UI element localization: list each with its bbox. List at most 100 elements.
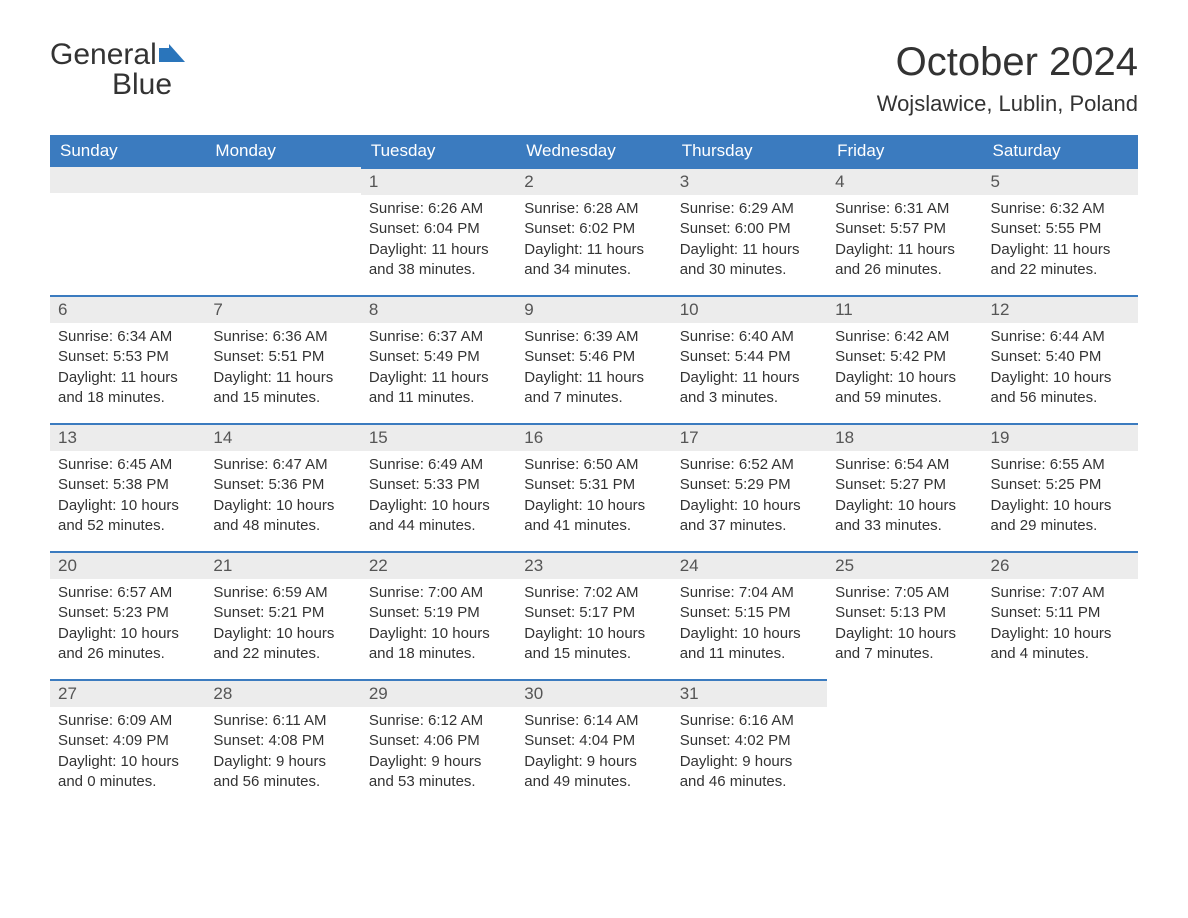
- sunrise-line: Sunrise: 6:36 AM: [213, 327, 352, 347]
- sunrise-line: Sunrise: 6:31 AM: [835, 199, 974, 219]
- sunrise-line: Sunrise: 6:44 AM: [991, 327, 1130, 347]
- calendar-day: 8Sunrise: 6:37 AMSunset: 5:49 PMDaylight…: [361, 295, 516, 423]
- day-details: Sunrise: 6:59 AMSunset: 5:21 PMDaylight:…: [205, 579, 360, 672]
- calendar-empty: [50, 167, 205, 295]
- day-number: 12: [983, 295, 1138, 323]
- day-number: 20: [50, 551, 205, 579]
- sunrise-line: Sunrise: 6:54 AM: [835, 455, 974, 475]
- day-number: 31: [672, 679, 827, 707]
- calendar-day: 14 Sunrise: 6:47 AMSunset: 5:36 PMDayligh…: [205, 423, 360, 551]
- day-number: 15: [361, 423, 516, 451]
- day-number: 24: [672, 551, 827, 579]
- calendar-day: 5Sunrise: 6:32 AMSunset: 5:55 PMDaylight…: [983, 167, 1138, 295]
- sunset-line: Sunset: 5:42 PM: [835, 347, 974, 367]
- logo-word-1: General: [50, 38, 157, 71]
- calendar-day: 21Sunrise: 6:59 AMSunset: 5:21 PMDayligh…: [205, 551, 360, 679]
- logo-word-2: Blue: [50, 68, 172, 101]
- day-number: 30: [516, 679, 671, 707]
- day-details: Sunrise: 7:02 AMSunset: 5:17 PMDaylight:…: [516, 579, 671, 672]
- daylight-line: Daylight: 11 hours and 11 minutes.: [369, 368, 508, 409]
- day-number: 4: [827, 167, 982, 195]
- calendar-day: 25Sunrise: 7:05 AMSunset: 5:13 PMDayligh…: [827, 551, 982, 679]
- sunrise-line: Sunrise: 7:00 AM: [369, 583, 508, 603]
- daylight-line: Daylight: 10 hours and 7 minutes.: [835, 624, 974, 665]
- day-details: Sunrise: 6:28 AMSunset: 6:02 PMDaylight:…: [516, 195, 671, 288]
- calendar-day: 2Sunrise: 6:28 AMSunset: 6:02 PMDaylight…: [516, 167, 671, 295]
- day-number: 16: [516, 423, 671, 451]
- sunset-line: Sunset: 5:11 PM: [991, 603, 1130, 623]
- sunset-line: Sunset: 5:29 PM: [680, 475, 819, 495]
- daylight-line: Daylight: 10 hours and 22 minutes.: [213, 624, 352, 665]
- day-number: 8: [361, 295, 516, 323]
- daylight-line: Daylight: 10 hours and 0 minutes.: [58, 752, 197, 793]
- day-details: Sunrise: 6:39 AMSunset: 5:46 PMDaylight:…: [516, 323, 671, 416]
- sunrise-line: Sunrise: 6:47 AM: [213, 455, 352, 475]
- daylight-line: Daylight: 10 hours and 15 minutes.: [524, 624, 663, 665]
- calendar-day: 7Sunrise: 6:36 AMSunset: 5:51 PMDaylight…: [205, 295, 360, 423]
- calendar-empty: [983, 679, 1138, 807]
- day-details: Sunrise: 6:50 AMSunset: 5:31 PMDaylight:…: [516, 451, 671, 544]
- daylight-line: Daylight: 10 hours and 44 minutes.: [369, 496, 508, 537]
- day-number: 9: [516, 295, 671, 323]
- sunset-line: Sunset: 5:36 PM: [213, 475, 352, 495]
- calendar-table: SundayMondayTuesdayWednesdayThursdayFrid…: [50, 135, 1138, 807]
- day-details: Sunrise: 6:14 AMSunset: 4:04 PMDaylight:…: [516, 707, 671, 800]
- calendar-day: 26Sunrise: 7:07 AMSunset: 5:11 PMDayligh…: [983, 551, 1138, 679]
- sunrise-line: Sunrise: 7:02 AM: [524, 583, 663, 603]
- sunset-line: Sunset: 5:27 PM: [835, 475, 974, 495]
- daylight-line: Daylight: 11 hours and 26 minutes.: [835, 240, 974, 281]
- day-details: Sunrise: 6:26 AMSunset: 6:04 PMDaylight:…: [361, 195, 516, 288]
- sunset-line: Sunset: 5:55 PM: [991, 219, 1130, 239]
- daylight-line: Daylight: 10 hours and 48 minutes.: [213, 496, 352, 537]
- calendar-day: 15Sunrise: 6:49 AMSunset: 5:33 PMDayligh…: [361, 423, 516, 551]
- daylight-line: Daylight: 11 hours and 34 minutes.: [524, 240, 663, 281]
- location: Wojslawice, Lublin, Poland: [877, 91, 1138, 117]
- sunrise-line: Sunrise: 6:29 AM: [680, 199, 819, 219]
- calendar-day: 12Sunrise: 6:44 AMSunset: 5:40 PMDayligh…: [983, 295, 1138, 423]
- daylight-line: Daylight: 10 hours and 52 minutes.: [58, 496, 197, 537]
- day-number: 19: [983, 423, 1138, 451]
- sunset-line: Sunset: 5:57 PM: [835, 219, 974, 239]
- day-number: 14: [205, 423, 360, 451]
- day-details: Sunrise: 6:29 AMSunset: 6:00 PMDaylight:…: [672, 195, 827, 288]
- sunset-line: Sunset: 5:19 PM: [369, 603, 508, 623]
- daylight-line: Daylight: 10 hours and 18 minutes.: [369, 624, 508, 665]
- sunrise-line: Sunrise: 6:26 AM: [369, 199, 508, 219]
- sunset-line: Sunset: 4:02 PM: [680, 731, 819, 751]
- sunset-line: Sunset: 6:00 PM: [680, 219, 819, 239]
- day-details: Sunrise: 6:40 AMSunset: 5:44 PMDaylight:…: [672, 323, 827, 416]
- sunset-line: Sunset: 5:31 PM: [524, 475, 663, 495]
- sunrise-line: Sunrise: 6:52 AM: [680, 455, 819, 475]
- calendar-day: 19Sunrise: 6:55 AMSunset: 5:25 PMDayligh…: [983, 423, 1138, 551]
- day-number: 22: [361, 551, 516, 579]
- sunrise-line: Sunrise: 6:14 AM: [524, 711, 663, 731]
- calendar-day: 18Sunrise: 6:54 AMSunset: 5:27 PMDayligh…: [827, 423, 982, 551]
- sunrise-line: Sunrise: 6:37 AM: [369, 327, 508, 347]
- header: General Blue October 2024 Wojslawice, Lu…: [50, 40, 1138, 127]
- day-number: 5: [983, 167, 1138, 195]
- weekday-header: Monday: [205, 135, 360, 167]
- day-details: Sunrise: 6:12 AMSunset: 4:06 PMDaylight:…: [361, 707, 516, 800]
- calendar-day: 11Sunrise: 6:42 AMSunset: 5:42 PMDayligh…: [827, 295, 982, 423]
- calendar-empty: [827, 679, 982, 807]
- sunrise-line: Sunrise: 6:32 AM: [991, 199, 1130, 219]
- day-number: 1: [361, 167, 516, 195]
- day-number: 10: [672, 295, 827, 323]
- calendar-day: 17Sunrise: 6:52 AMSunset: 5:29 PMDayligh…: [672, 423, 827, 551]
- sunrise-line: Sunrise: 6:09 AM: [58, 711, 197, 731]
- sunrise-line: Sunrise: 6:34 AM: [58, 327, 197, 347]
- daylight-line: Daylight: 10 hours and 56 minutes.: [991, 368, 1130, 409]
- sunrise-line: Sunrise: 6:55 AM: [991, 455, 1130, 475]
- day-number: 18: [827, 423, 982, 451]
- sunset-line: Sunset: 5:15 PM: [680, 603, 819, 623]
- calendar-day: 31Sunrise: 6:16 AMSunset: 4:02 PMDayligh…: [672, 679, 827, 807]
- sunset-line: Sunset: 5:51 PM: [213, 347, 352, 367]
- daylight-line: Daylight: 9 hours and 56 minutes.: [213, 752, 352, 793]
- day-number: 25: [827, 551, 982, 579]
- calendar-day: 6Sunrise: 6:34 AMSunset: 5:53 PMDaylight…: [50, 295, 205, 423]
- day-details: Sunrise: 6:16 AMSunset: 4:02 PMDaylight:…: [672, 707, 827, 800]
- daylight-line: Daylight: 11 hours and 38 minutes.: [369, 240, 508, 281]
- day-details: Sunrise: 6:37 AMSunset: 5:49 PMDaylight:…: [361, 323, 516, 416]
- day-number: 13: [50, 423, 205, 451]
- sunrise-line: Sunrise: 6:50 AM: [524, 455, 663, 475]
